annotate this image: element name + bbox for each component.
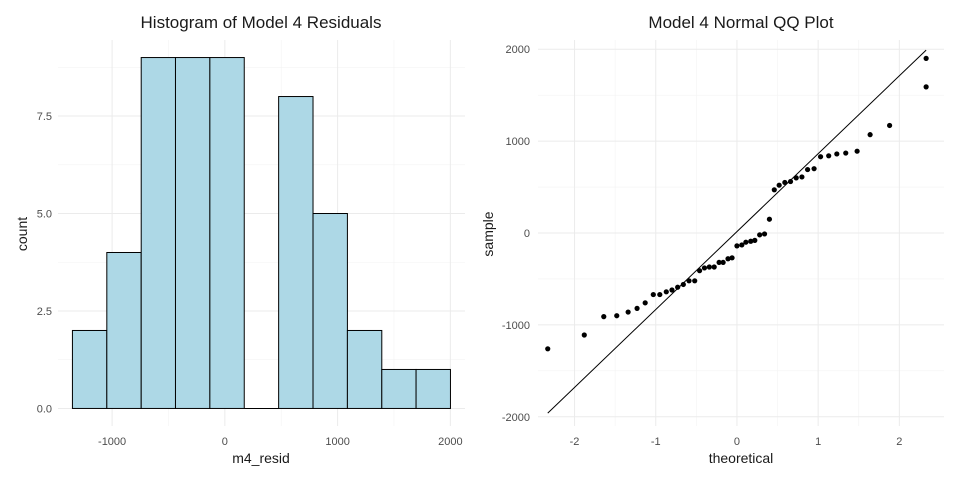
qq-point [725, 256, 731, 262]
qq-point [663, 289, 669, 295]
qq-point [743, 239, 749, 245]
qq-x-ticks: -2 -1 0 1 2 [570, 436, 903, 448]
qq-reference-line-group [547, 49, 927, 414]
qq-x-tick-label: -1 [651, 436, 661, 448]
qq-point [675, 284, 681, 290]
histogram-y-tick-label: 7.5 [37, 111, 52, 123]
qq-point [761, 231, 768, 237]
qq-point [776, 182, 782, 188]
histogram-bar [174, 57, 211, 409]
histogram-y-tick-label: 5.0 [37, 209, 52, 221]
qq-point [650, 291, 656, 298]
histogram-x-ticks: -1000 0 1000 2000 [98, 436, 463, 448]
qq-point [886, 122, 893, 129]
qq-grid [538, 40, 944, 426]
histogram-bar [140, 57, 176, 409]
qq-point [739, 242, 745, 248]
qq-point [716, 259, 722, 266]
qq-point [843, 150, 849, 156]
histogram-bar [209, 57, 245, 409]
histogram-x-axis-title: m4_resid [232, 450, 290, 466]
qq-point [734, 243, 740, 249]
qq-y-tick-label: -2000 [502, 412, 530, 424]
histogram-x-tick-label: -1000 [98, 436, 126, 448]
histogram-x-tick-label: 2000 [438, 436, 462, 448]
histogram-bar [346, 329, 383, 409]
qq-x-axis-title: theoretical [709, 450, 774, 466]
qq-point [834, 151, 840, 157]
qq-y-ticks: -2000 -1000 0 1000 2000 [502, 44, 530, 424]
qq-title: Model 4 Normal QQ Plot [648, 13, 833, 32]
qq-point [867, 132, 873, 138]
qq-point [804, 166, 811, 173]
qq-point [642, 300, 648, 306]
qq-point [706, 264, 712, 270]
qq-point [817, 154, 824, 160]
qq-point [787, 178, 794, 185]
qq-point [793, 175, 799, 181]
qq-point [696, 268, 703, 274]
qq-y-tick-label: -1000 [502, 320, 530, 332]
qq-point [614, 313, 620, 319]
qq-point [923, 55, 929, 61]
qq-point [748, 238, 754, 244]
qq-point [701, 265, 708, 271]
qq-point [669, 287, 675, 293]
histogram-bar [71, 329, 108, 409]
histogram-x-tick-label: 0 [222, 436, 228, 448]
qq-point [799, 174, 805, 180]
qq-point [826, 153, 832, 159]
qq-y-tick-label: 0 [524, 228, 530, 240]
qq-point [625, 309, 631, 315]
histogram-y-tick-label: 2.5 [37, 306, 52, 318]
qq-point [854, 148, 860, 154]
histogram-title: Histogram of Model 4 Residuals [141, 13, 382, 32]
histogram-y-tick-label: 0.0 [37, 403, 52, 415]
qq-point [811, 166, 817, 172]
qq-point [923, 84, 929, 90]
qq-point [766, 216, 773, 222]
histogram-x-tick-label: 1000 [325, 436, 349, 448]
qq-reference-line [547, 49, 927, 414]
histogram-y-ticks: 0.0 2.5 5.0 7.5 [37, 111, 52, 415]
histogram-y-axis-title: count [14, 217, 30, 251]
qq-point [601, 314, 607, 320]
histogram-bar [106, 251, 142, 409]
qq-x-tick-label: -2 [570, 436, 580, 448]
qq-point [545, 346, 551, 352]
qq-y-axis-title: sample [480, 211, 496, 256]
qq-point [752, 237, 758, 243]
qq-point [771, 187, 777, 193]
qq-point [634, 305, 640, 311]
qq-point [711, 264, 717, 270]
qq-y-tick-label: 1000 [506, 136, 530, 148]
histogram-panel: Histogram of Model 4 Residuals -1000 0 100… [14, 13, 465, 466]
histogram-bar [381, 368, 417, 409]
qq-panel: Model 4 Normal QQ Plot -2 -1 0 1 2 -2000 -100… [480, 13, 944, 466]
qq-x-tick-label: 0 [734, 436, 740, 448]
qq-point [692, 278, 698, 284]
qq-point [581, 332, 587, 338]
qq-point [686, 278, 692, 284]
qq-point [657, 291, 663, 298]
qq-point [757, 232, 763, 238]
qq-point [729, 255, 735, 261]
qq-x-tick-label: 1 [815, 436, 821, 448]
histogram-bar [278, 96, 314, 409]
histogram-bar [415, 368, 451, 409]
histogram-bars [71, 57, 451, 409]
qq-x-tick-label: 2 [896, 436, 902, 448]
qq-points [545, 55, 929, 352]
qq-point [680, 281, 686, 288]
qq-y-tick-label: 2000 [506, 44, 530, 56]
qq-point [782, 179, 788, 186]
qq-point [720, 259, 726, 266]
histogram-bar [312, 213, 348, 409]
